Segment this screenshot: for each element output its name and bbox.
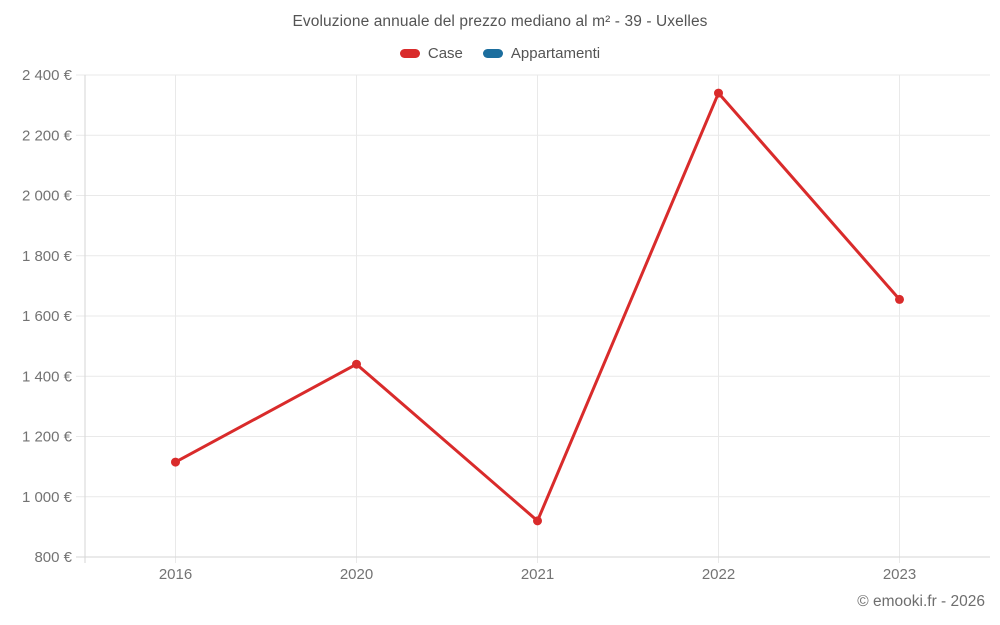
data-point-case[interactable] [895,294,904,304]
x-axis-tick-label: 2021 [521,566,554,583]
y-axis-tick-label: 800 € [34,549,72,566]
legend-label-case: Case [427,45,463,62]
y-axis-tick-label: 1 400 € [22,368,73,385]
y-axis-tick-label: 1 000 € [22,489,73,506]
y-axis-tick-label: 2 400 € [22,67,73,84]
data-point-case[interactable] [171,457,180,467]
data-point-case[interactable] [714,88,723,98]
legend-item-case[interactable]: Case [399,45,463,62]
legend-item-appartamenti[interactable]: Appartamenti [482,45,601,62]
legend-swatch-case-icon [399,49,420,58]
y-axis-tick-label: 1 200 € [22,429,73,446]
data-point-case[interactable] [352,359,361,369]
x-axis-tick-label: 2016 [159,566,192,583]
x-axis-tick-label: 2020 [340,566,373,583]
chart-legend: Case Appartamenti [0,45,1000,62]
y-axis-tick-label: 1 800 € [22,248,73,265]
y-axis-tick-label: 2 200 € [22,127,73,144]
x-axis-tick-label: 2023 [883,566,916,583]
legend-swatch-appartamenti-icon [482,49,503,58]
copyright-credit: © emooki.fr - 2026 [857,593,985,610]
x-axis-tick-label: 2022 [702,566,735,583]
data-point-case[interactable] [533,516,542,526]
y-axis-tick-label: 1 600 € [22,308,73,325]
y-axis-tick-label: 2 000 € [22,188,73,205]
legend-label-appartamenti: Appartamenti [510,45,601,62]
chart-title: Evoluzione annuale del prezzo mediano al… [292,13,708,30]
